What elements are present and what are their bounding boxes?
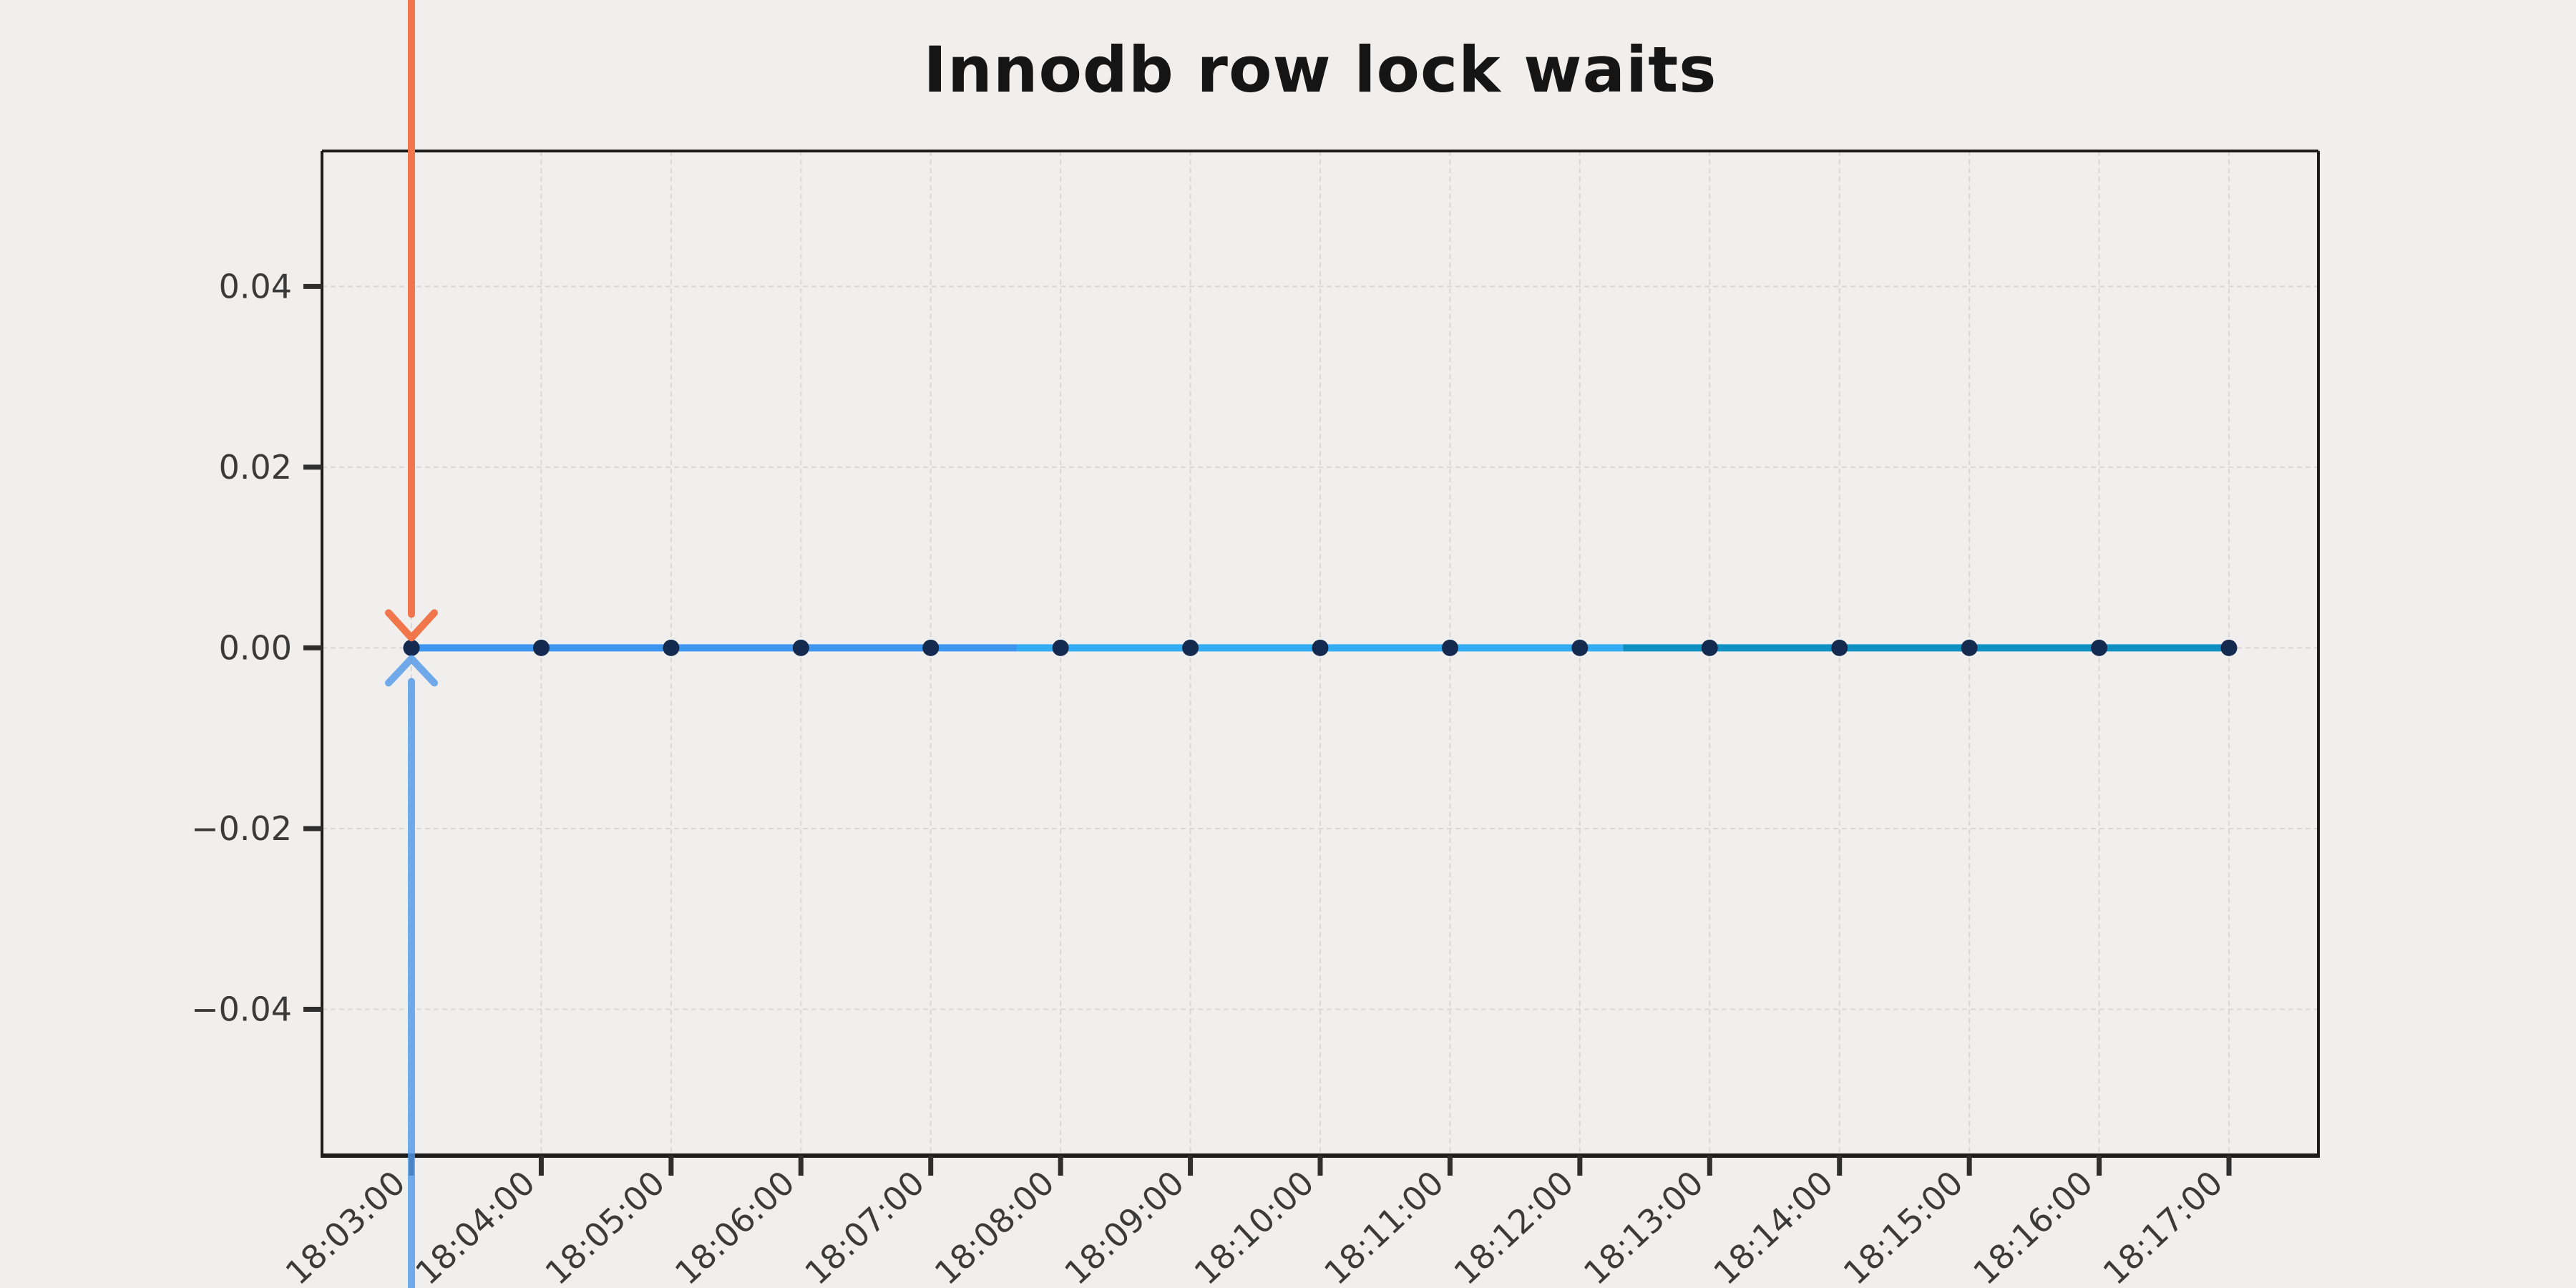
data-point: [1701, 639, 1718, 656]
data-point: [1052, 639, 1069, 656]
data-point: [1571, 639, 1589, 656]
x-tick-label: 18:15:00: [1836, 1163, 1971, 1288]
y-tick-label: 0.02: [219, 448, 292, 487]
x-tick-label: 18:14:00: [1706, 1163, 1840, 1288]
arrow-head: [385, 655, 438, 687]
data-point: [1441, 639, 1458, 656]
chart-title: Innodb row lock waits: [923, 33, 1717, 107]
x-tick-label: 18:05:00: [537, 1163, 672, 1288]
y-tick-label: −0.04: [191, 990, 292, 1029]
arrow-head: [385, 609, 438, 642]
x-tick-label: 18:03:00: [278, 1163, 413, 1288]
data-point: [532, 639, 550, 656]
down-arrow-annotation: [385, 0, 438, 642]
x-tick-label: 18:07:00: [797, 1163, 932, 1288]
y-tick-label: −0.02: [191, 809, 292, 848]
data-point: [1831, 639, 1848, 656]
y-tick-label: 0.04: [219, 267, 292, 306]
data-point: [2091, 639, 2108, 656]
data-point: [1961, 639, 1978, 656]
x-tick-label: 18:12:00: [1446, 1163, 1581, 1288]
x-tick-label: 18:17:00: [2096, 1163, 2230, 1288]
data-point: [2220, 639, 2238, 656]
x-tick-label: 18:08:00: [927, 1163, 1062, 1288]
x-tick-label: 18:04:00: [408, 1163, 542, 1288]
data-point: [792, 639, 809, 656]
x-tick-label: 18:10:00: [1187, 1163, 1322, 1288]
data-point: [403, 639, 420, 656]
x-tick-label: 18:13:00: [1576, 1163, 1711, 1288]
x-tick-label: 18:16:00: [1966, 1163, 2100, 1288]
x-tick-label: 18:09:00: [1057, 1163, 1191, 1288]
up-arrow-annotation: [385, 655, 438, 1288]
data-point: [663, 639, 680, 656]
x-tick-label: 18:11:00: [1317, 1163, 1451, 1288]
y-tick-label: 0.00: [219, 629, 292, 668]
x-tick-label: 18:06:00: [668, 1163, 802, 1288]
data-point: [922, 639, 940, 656]
data-point: [1182, 639, 1199, 656]
data-point: [1312, 639, 1329, 656]
